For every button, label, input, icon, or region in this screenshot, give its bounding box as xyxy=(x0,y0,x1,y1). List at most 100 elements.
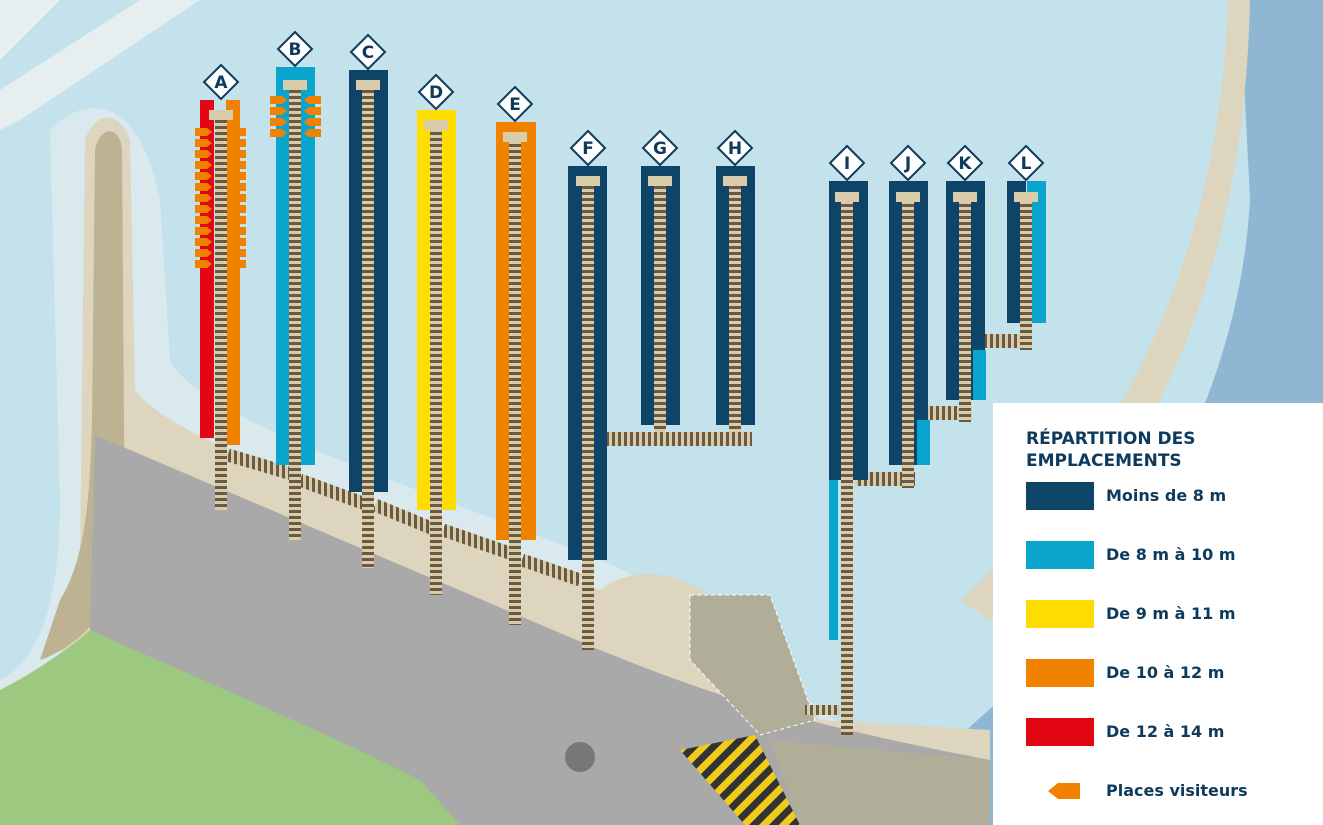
pontoon-marker xyxy=(1007,144,1045,182)
shore xyxy=(0,0,200,130)
visitor-place xyxy=(270,129,287,137)
walkway xyxy=(362,88,374,568)
walkway xyxy=(582,184,594,650)
walkway xyxy=(841,200,853,735)
walkway xyxy=(855,472,915,486)
visitor-place xyxy=(229,260,246,268)
walkway xyxy=(509,140,521,625)
visitor-place xyxy=(195,139,212,147)
visitor-place xyxy=(229,249,246,257)
legend-label: Moins de 8 m xyxy=(1106,486,1227,505)
pontoon-head xyxy=(723,176,747,186)
pontoon-marker xyxy=(569,129,607,167)
pontoon-marker xyxy=(496,85,534,123)
pontoon-marker xyxy=(828,144,866,182)
pontoon-marker xyxy=(276,30,314,68)
legend-swatch xyxy=(1026,718,1094,746)
visitor-place xyxy=(195,150,212,158)
visitor-place xyxy=(195,249,212,257)
walkway xyxy=(372,498,439,537)
walkway xyxy=(595,432,752,446)
walkway xyxy=(215,118,227,510)
pontoon-head xyxy=(209,110,233,120)
boatyard xyxy=(770,740,990,825)
walkway xyxy=(972,334,1032,348)
pontoon-marker xyxy=(641,129,679,167)
pontoon-head xyxy=(953,192,977,202)
pontoon-label: C xyxy=(362,43,374,63)
pontoon-label: H xyxy=(728,139,742,159)
visitor-place xyxy=(304,118,321,126)
pontoon-label: G xyxy=(653,139,667,159)
visitor-place xyxy=(195,260,212,268)
park xyxy=(0,630,460,825)
legend-title: RÉPARTITION DES EMPLACEMENTS xyxy=(1026,429,1196,471)
visitor-place xyxy=(229,161,246,169)
legend-label: De 10 à 12 m xyxy=(1106,663,1225,682)
pontoon-head xyxy=(1014,192,1038,202)
visitor-place xyxy=(195,238,212,246)
walkway xyxy=(297,473,371,512)
walkway xyxy=(805,705,840,715)
pontoon-head xyxy=(576,176,600,186)
pontoon-label: E xyxy=(509,95,521,115)
walkway xyxy=(654,184,666,432)
pontoon-label: D xyxy=(429,83,443,103)
pontoon-label: A xyxy=(214,73,228,93)
legend-label: De 12 à 14 m xyxy=(1106,722,1225,741)
visitor-place xyxy=(270,118,287,126)
breakwater xyxy=(960,0,1250,620)
visitor-place xyxy=(304,107,321,115)
legend-label: Places visiteurs xyxy=(1106,781,1248,800)
berth-zone xyxy=(917,420,930,465)
pontoon-head xyxy=(503,132,527,142)
visitor-place xyxy=(229,183,246,191)
pontoon-head xyxy=(835,192,859,202)
pontoon-head xyxy=(896,192,920,202)
visitor-place xyxy=(229,150,246,158)
visitor-place xyxy=(195,161,212,169)
pontoon-label: L xyxy=(1021,154,1032,174)
pontoon-label: B xyxy=(289,40,302,60)
walkway xyxy=(430,128,442,595)
legend-label: De 9 m à 11 m xyxy=(1106,604,1236,623)
visitor-place xyxy=(229,227,246,235)
visitor-place xyxy=(195,194,212,202)
walkway xyxy=(959,200,971,422)
legend: RÉPARTITION DES EMPLACEMENTS Moins de 8 … xyxy=(993,403,1323,825)
visitor-place xyxy=(270,96,287,104)
visitor-place xyxy=(195,128,212,136)
pontoon-marker xyxy=(716,129,754,167)
visitor-place xyxy=(229,194,246,202)
visitor-place xyxy=(229,172,246,180)
visitor-place xyxy=(304,129,321,137)
walkway xyxy=(729,184,741,432)
pontoon-marker xyxy=(417,73,455,111)
walkway xyxy=(519,553,583,587)
pontoon-head xyxy=(356,80,380,90)
boatyard xyxy=(689,594,816,736)
visitor-place xyxy=(229,139,246,147)
visitor-place xyxy=(195,172,212,180)
walkway xyxy=(440,523,518,562)
pontoon-head xyxy=(283,80,307,90)
pontoon-marker xyxy=(889,144,927,182)
pontoon-label: K xyxy=(958,154,972,174)
pontoon-label: I xyxy=(844,154,850,174)
visitor-place xyxy=(1048,783,1080,799)
visitor-place xyxy=(229,238,246,246)
visitor-place xyxy=(229,216,246,224)
visitor-place xyxy=(270,107,287,115)
pontoon-marker xyxy=(946,144,984,182)
pontoon-marker xyxy=(349,33,387,71)
pontoon-label: J xyxy=(904,154,911,174)
visitor-place xyxy=(304,96,321,104)
pontoon-label: F xyxy=(582,139,594,159)
visitor-place xyxy=(229,128,246,136)
walkway xyxy=(289,88,301,540)
pontoon-marker xyxy=(202,63,240,101)
legend-label: De 8 m à 10 m xyxy=(1106,545,1236,564)
visitor-place xyxy=(229,205,246,213)
walkway xyxy=(1020,200,1032,350)
